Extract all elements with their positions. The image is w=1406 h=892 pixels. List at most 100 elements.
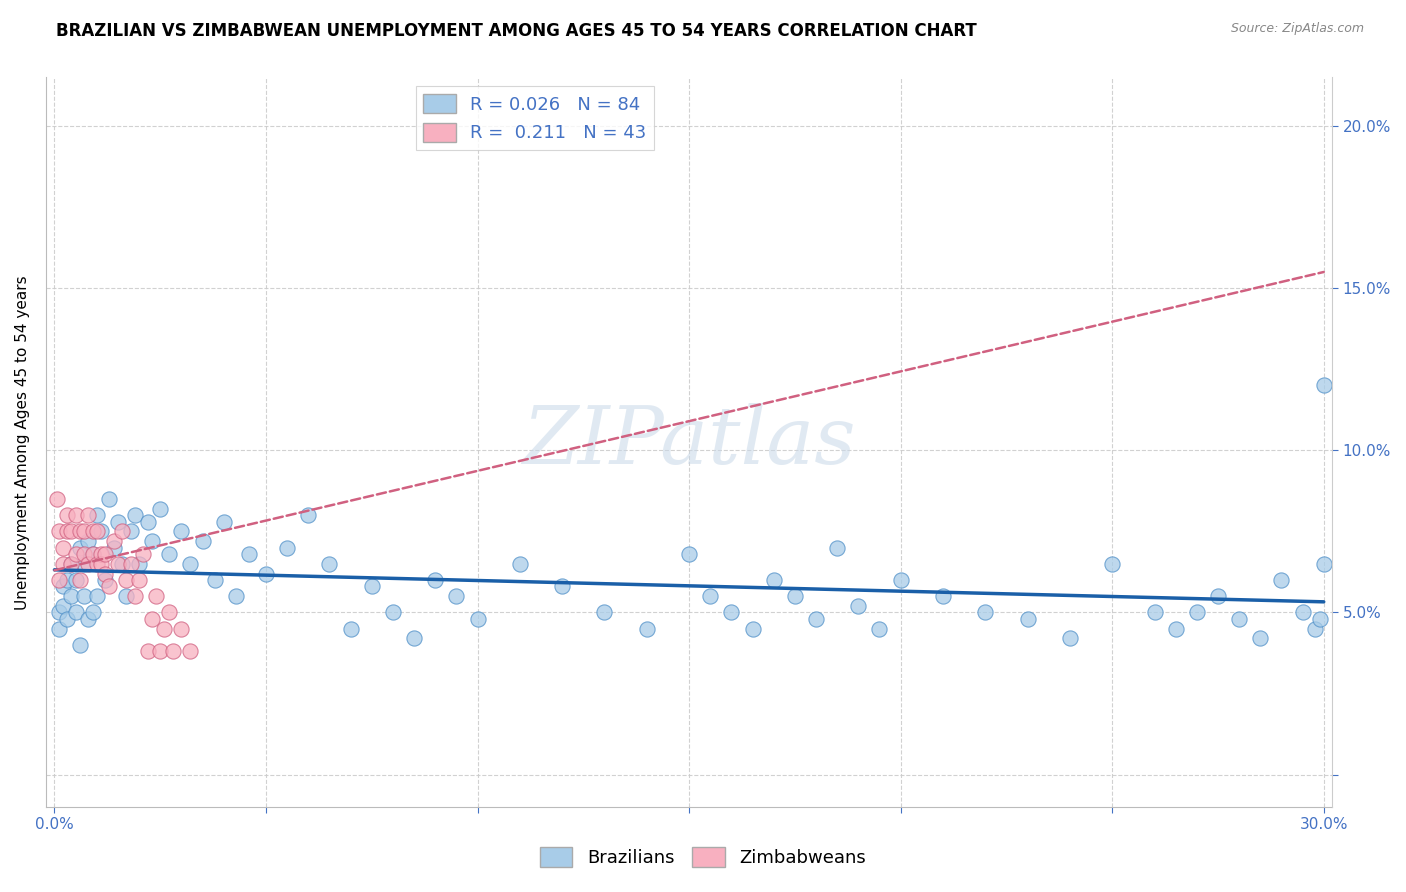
Point xyxy=(69,573,91,587)
Point xyxy=(111,557,134,571)
Point xyxy=(56,524,79,539)
Point xyxy=(56,573,79,587)
Point xyxy=(699,589,721,603)
Point xyxy=(551,580,574,594)
Point xyxy=(65,547,87,561)
Point xyxy=(869,622,891,636)
Point xyxy=(124,508,146,523)
Point xyxy=(132,547,155,561)
Point xyxy=(103,534,125,549)
Point xyxy=(509,557,531,571)
Point xyxy=(77,557,100,571)
Point xyxy=(65,508,87,523)
Point xyxy=(825,541,848,555)
Point xyxy=(932,589,955,603)
Point xyxy=(94,547,117,561)
Y-axis label: Unemployment Among Ages 45 to 54 years: Unemployment Among Ages 45 to 54 years xyxy=(15,275,30,609)
Text: Source: ZipAtlas.com: Source: ZipAtlas.com xyxy=(1230,22,1364,36)
Point xyxy=(467,612,489,626)
Point xyxy=(149,644,172,658)
Point xyxy=(1270,573,1292,587)
Point xyxy=(212,515,235,529)
Point xyxy=(86,524,108,539)
Point xyxy=(48,573,70,587)
Point xyxy=(136,515,159,529)
Point xyxy=(90,557,112,571)
Point xyxy=(94,573,117,587)
Point xyxy=(149,501,172,516)
Point xyxy=(141,534,163,549)
Point xyxy=(98,491,121,506)
Point xyxy=(1017,612,1039,626)
Point xyxy=(1164,622,1187,636)
Point xyxy=(238,547,260,561)
Point xyxy=(1185,606,1208,620)
Point xyxy=(145,589,167,603)
Point xyxy=(297,508,319,523)
Point xyxy=(111,524,134,539)
Point xyxy=(179,644,201,658)
Point xyxy=(128,573,150,587)
Point xyxy=(94,566,117,581)
Point xyxy=(69,524,91,539)
Point xyxy=(276,541,298,555)
Point xyxy=(77,612,100,626)
Point xyxy=(191,534,214,549)
Point xyxy=(720,606,742,620)
Point xyxy=(120,557,142,571)
Point xyxy=(65,573,87,587)
Point xyxy=(86,508,108,523)
Point xyxy=(45,491,67,506)
Point xyxy=(69,541,91,555)
Point xyxy=(69,638,91,652)
Text: BRAZILIAN VS ZIMBABWEAN UNEMPLOYMENT AMONG AGES 45 TO 54 YEARS CORRELATION CHART: BRAZILIAN VS ZIMBABWEAN UNEMPLOYMENT AMO… xyxy=(56,22,977,40)
Point xyxy=(98,580,121,594)
Point xyxy=(1249,632,1271,646)
Point xyxy=(974,606,997,620)
Point xyxy=(48,622,70,636)
Point xyxy=(157,547,180,561)
Point xyxy=(1312,557,1334,571)
Point xyxy=(73,524,96,539)
Legend: Brazilians, Zimbabweans: Brazilians, Zimbabweans xyxy=(533,839,873,874)
Point xyxy=(762,573,785,587)
Point xyxy=(1059,632,1081,646)
Point xyxy=(60,557,83,571)
Point xyxy=(783,589,806,603)
Point xyxy=(1308,612,1330,626)
Point xyxy=(404,632,426,646)
Point xyxy=(60,589,83,603)
Point xyxy=(120,524,142,539)
Point xyxy=(890,573,912,587)
Point xyxy=(593,606,616,620)
Point xyxy=(77,508,100,523)
Point xyxy=(162,644,184,658)
Point xyxy=(52,599,75,613)
Point xyxy=(1227,612,1250,626)
Point xyxy=(225,589,247,603)
Point xyxy=(1206,589,1229,603)
Point xyxy=(52,541,75,555)
Point xyxy=(115,573,138,587)
Point xyxy=(446,589,468,603)
Point xyxy=(381,606,404,620)
Point xyxy=(425,573,447,587)
Point xyxy=(636,622,658,636)
Point xyxy=(846,599,869,613)
Point xyxy=(678,547,700,561)
Point xyxy=(56,508,79,523)
Point xyxy=(48,524,70,539)
Point xyxy=(153,622,176,636)
Point xyxy=(318,557,340,571)
Point xyxy=(90,547,112,561)
Point xyxy=(73,557,96,571)
Point xyxy=(741,622,763,636)
Point xyxy=(82,547,104,561)
Point xyxy=(136,644,159,658)
Point xyxy=(73,547,96,561)
Point xyxy=(103,541,125,555)
Point xyxy=(204,573,226,587)
Point xyxy=(86,589,108,603)
Point xyxy=(157,606,180,620)
Point xyxy=(339,622,361,636)
